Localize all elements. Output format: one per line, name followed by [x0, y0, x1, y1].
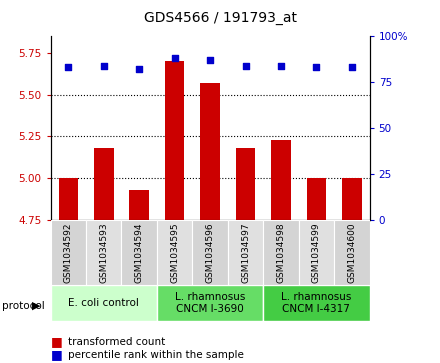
Bar	[228, 220, 263, 285]
Bar	[236, 148, 255, 220]
Bar	[157, 285, 263, 321]
Text: ■: ■	[51, 335, 62, 348]
Text: E. coli control: E. coli control	[68, 298, 139, 308]
Point	[65, 65, 72, 70]
Text: percentile rank within the sample: percentile rank within the sample	[68, 350, 244, 360]
Point	[348, 65, 356, 70]
Point	[242, 63, 249, 69]
Bar	[307, 178, 326, 220]
Text: GSM1034594: GSM1034594	[135, 222, 144, 283]
Text: GDS4566 / 191793_at: GDS4566 / 191793_at	[143, 11, 297, 25]
Bar	[86, 220, 121, 285]
Text: GSM1034593: GSM1034593	[99, 222, 108, 283]
Text: L. rhamnosus
CNCM I-3690: L. rhamnosus CNCM I-3690	[175, 292, 245, 314]
Text: ■: ■	[51, 348, 62, 362]
Bar	[121, 220, 157, 285]
Bar	[51, 285, 157, 321]
Point	[100, 63, 107, 69]
Text: protocol: protocol	[2, 301, 45, 311]
Bar	[263, 220, 299, 285]
Point	[171, 56, 178, 61]
Text: GSM1034595: GSM1034595	[170, 222, 179, 283]
Text: GSM1034600: GSM1034600	[347, 222, 356, 283]
Bar	[200, 83, 220, 220]
Bar	[342, 178, 362, 220]
Text: transformed count: transformed count	[68, 337, 165, 347]
Bar	[192, 220, 228, 285]
Bar	[157, 220, 192, 285]
Bar	[129, 189, 149, 220]
Point	[313, 65, 320, 70]
Point	[136, 66, 143, 72]
Text: GSM1034592: GSM1034592	[64, 222, 73, 283]
Bar	[334, 220, 370, 285]
Bar	[51, 220, 86, 285]
Text: L. rhamnosus
CNCM I-4317: L. rhamnosus CNCM I-4317	[281, 292, 352, 314]
Bar	[263, 285, 370, 321]
Text: ▶: ▶	[32, 301, 41, 311]
Bar	[59, 178, 78, 220]
Bar	[271, 140, 291, 220]
Point	[207, 57, 214, 63]
Text: GSM1034596: GSM1034596	[205, 222, 215, 283]
Text: GSM1034599: GSM1034599	[312, 222, 321, 283]
Text: GSM1034597: GSM1034597	[241, 222, 250, 283]
Point	[278, 63, 285, 69]
Bar	[94, 148, 114, 220]
Text: GSM1034598: GSM1034598	[276, 222, 286, 283]
Bar	[165, 61, 184, 220]
Bar	[299, 220, 334, 285]
